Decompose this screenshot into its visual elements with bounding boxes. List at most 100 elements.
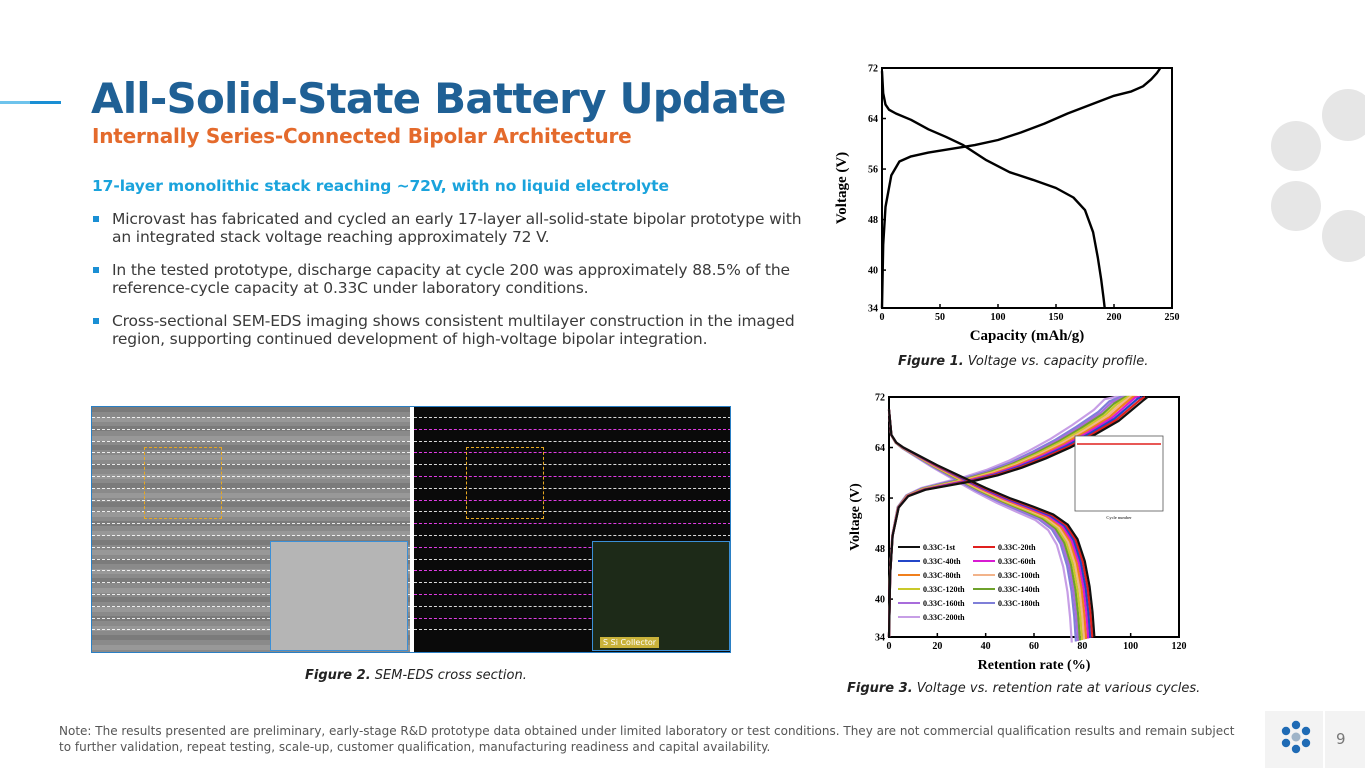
- zoom-inset: [592, 541, 730, 651]
- company-logo-icon: [1281, 720, 1311, 754]
- sem-texture-band: [92, 597, 410, 602]
- figure-2-sem-image: [91, 406, 731, 653]
- inset-frame: [1074, 435, 1164, 512]
- charge-curve-series: [887, 396, 1149, 638]
- x-tick-label: 60: [1029, 641, 1039, 652]
- footer-panel: [1265, 711, 1365, 768]
- layer-boundary: [92, 452, 410, 454]
- y-tick-label: 56: [868, 165, 878, 176]
- legend-label: 0.33C-180th: [998, 599, 1040, 608]
- sem-texture-band: [92, 407, 410, 412]
- layer-boundary: [414, 535, 730, 536]
- sem-texture-band: [92, 464, 410, 469]
- layer-boundary: [414, 428, 730, 430]
- sem-texture-band: [92, 578, 410, 583]
- layer-boundary: [414, 440, 730, 442]
- layer-boundary: [92, 546, 410, 548]
- layer-boundary: [414, 617, 730, 619]
- bullet-marker: [93, 318, 99, 324]
- disclaimer-note: Note: The results presented are prelimin…: [59, 724, 1235, 754]
- y-tick-label: 56: [875, 494, 885, 505]
- layer-boundary: [414, 499, 730, 501]
- decorative-circles: [1271, 89, 1365, 262]
- legend-label: 0.33C-80th: [923, 571, 961, 580]
- layer-boundary: [414, 582, 730, 584]
- figure-2-text: SEM-EDS cross section.: [374, 668, 527, 683]
- x-tick-label: 100: [1123, 641, 1138, 652]
- layer-boundary: [414, 511, 730, 513]
- charge-curve: [880, 67, 1162, 309]
- figure-1-chart: 0 50 100 150 200 250 34 40 48 56 64 72 Capacity (mAh…: [834, 64, 1180, 345]
- y-tick-label: 48: [875, 544, 885, 555]
- sem-texture-band: [92, 492, 410, 498]
- layer-boundary: [92, 629, 410, 631]
- sem-texture-band: [92, 625, 410, 631]
- layer-boundary: [414, 476, 730, 477]
- layer-boundary: [92, 523, 410, 525]
- layer-boundary: [414, 487, 730, 489]
- y-tick-label: 72: [875, 393, 885, 404]
- page-number: 9: [1336, 730, 1346, 748]
- layer-boundary: [414, 570, 730, 572]
- bullet-text: Cross-sectional SEM-EDS imaging shows co…: [112, 312, 795, 348]
- y-tick-label: 34: [875, 633, 885, 644]
- layer-boundary: [92, 417, 410, 418]
- layer-boundary: [414, 452, 730, 454]
- y-tick-label: 72: [868, 64, 878, 75]
- layer-boundary: [414, 523, 730, 525]
- layer-boundary: [92, 428, 410, 430]
- sem-texture-band: [92, 549, 410, 555]
- layer-boundary: [92, 582, 410, 584]
- sem-texture-band: [92, 416, 410, 422]
- figure-3-label: Figure 3.: [847, 681, 913, 696]
- y-tick-label: 40: [875, 595, 885, 606]
- layer-boundary: [414, 594, 730, 595]
- layer-boundary: [92, 617, 410, 619]
- zoom-inset: [270, 541, 408, 651]
- bullet-item: Microvast has fabricated and cycled an e…: [92, 210, 812, 246]
- title-accent-light: [0, 101, 30, 104]
- zoom-region: [466, 447, 544, 519]
- x-tick-label: 0: [887, 641, 892, 652]
- layer-boundary: [92, 487, 410, 489]
- layer-boundary: [92, 440, 410, 442]
- x-tick-label: 250: [1165, 312, 1180, 323]
- sem-texture-band: [92, 426, 410, 431]
- legend-label: 0.33C-40th: [923, 557, 961, 566]
- title-accent-dark: [30, 101, 61, 104]
- legend-label: 0.33C-20th: [998, 543, 1036, 552]
- x-tick-label: 80: [1077, 641, 1087, 652]
- bullet-text: Microvast has fabricated and cycled an e…: [112, 210, 802, 246]
- layer-boundary: [414, 464, 730, 466]
- bullet-item: In the tested prototype, discharge capac…: [92, 261, 812, 297]
- bullet-item: Cross-sectional SEM-EDS imaging shows co…: [92, 312, 812, 348]
- figure-2-label: Figure 2.: [305, 668, 371, 683]
- eds-map-panel: [414, 407, 730, 652]
- x-tick-label: 150: [1049, 312, 1064, 323]
- sem-texture-band: [92, 587, 410, 593]
- layer-boundary: [92, 511, 410, 513]
- page-subtitle: Internally Series-Connected Bipolar Arch…: [92, 124, 632, 148]
- sem-texture-band: [92, 502, 410, 507]
- sem-texture-band: [92, 540, 410, 545]
- layer-boundary: [414, 629, 730, 631]
- x-tick-label: 120: [1172, 641, 1187, 652]
- layer-boundary: [414, 417, 730, 418]
- sem-texture-band: [92, 644, 410, 650]
- x-tick-label: 200: [1107, 312, 1122, 323]
- discharge-curve: [880, 71, 1106, 309]
- legend-label: 0.33C-1st: [923, 543, 956, 552]
- lead-statement: 17-layer monolithic stack reaching ~72V,…: [92, 177, 669, 195]
- sem-texture-band: [92, 635, 410, 640]
- figure-2-caption: Figure 2. SEM-EDS cross section.: [305, 668, 527, 683]
- layer-boundary: [92, 464, 410, 466]
- y-tick-label: 48: [868, 215, 878, 226]
- sem-texture-band: [92, 511, 410, 517]
- layer-boundary: [414, 605, 730, 607]
- legend-label: 0.33C-140th: [998, 585, 1040, 594]
- y-tick-label: 64: [868, 114, 878, 125]
- bullet-text: In the tested prototype, discharge capac…: [112, 261, 790, 297]
- inset-x-label: Cycle number: [1106, 515, 1132, 520]
- layer-boundary: [92, 594, 410, 595]
- x-axis-label: Capacity (mAh/g): [970, 328, 1085, 344]
